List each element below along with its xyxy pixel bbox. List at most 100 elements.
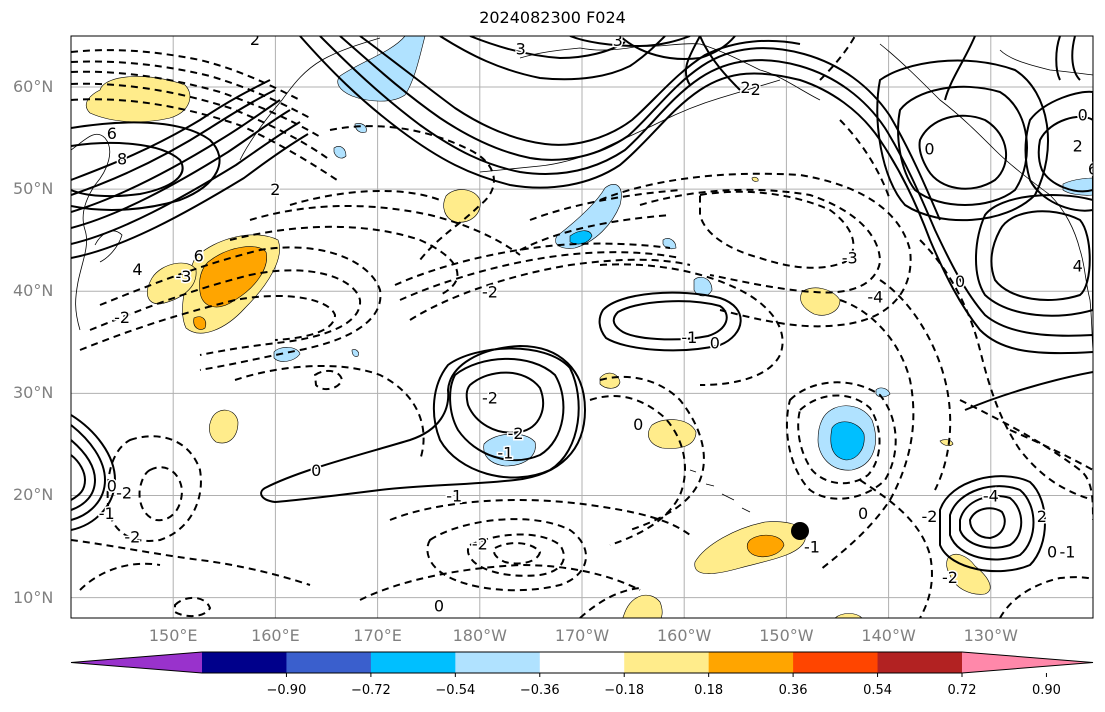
latitude-label: 40°N	[13, 281, 54, 301]
pos-region	[800, 287, 841, 316]
contour-dashed	[71, 60, 311, 119]
longitude-label: 170°E	[353, 626, 402, 645]
neg-region	[337, 36, 426, 102]
pos-region	[751, 176, 759, 182]
contour-solid	[465, 371, 545, 434]
longitude-label: 150°E	[148, 626, 198, 645]
contour-solid	[918, 114, 1008, 190]
contour-solid	[359, 36, 801, 146]
colorbar-extend-min	[71, 652, 202, 673]
neg-region	[351, 349, 359, 357]
contour-label: -4	[867, 287, 883, 306]
neg-region	[333, 146, 347, 159]
contour-label: -2	[482, 388, 498, 407]
colorbar-tick-label: 0.54	[863, 683, 893, 698]
contour-label: 3	[613, 31, 623, 50]
contour-dashed	[138, 466, 184, 522]
contour-solid	[339, 36, 941, 221]
contour-solid	[71, 424, 107, 521]
contour-dashed	[399, 251, 681, 301]
colorbar-tick-label: −0.36	[519, 683, 560, 698]
latitude-label: 10°N	[13, 587, 54, 607]
contour-solid	[684, 36, 701, 86]
contour-label: -1	[1059, 543, 1075, 562]
contour-dashed	[493, 542, 542, 565]
neg-region	[662, 238, 677, 250]
contour-dashed	[174, 596, 212, 618]
contour-label: 0	[107, 476, 117, 495]
contour-dashed	[394, 242, 671, 286]
colorbar-segment	[793, 652, 879, 673]
contour-label: -3	[175, 267, 191, 286]
neg-region	[875, 387, 891, 398]
contour-label: -2	[922, 507, 938, 526]
contour-solid	[260, 344, 587, 504]
shading-negative	[273, 36, 1093, 471]
coastline-kamchatka	[239, 37, 381, 161]
contour-label: 3	[516, 39, 526, 58]
contour-solid	[71, 142, 184, 198]
coastline-aleutians	[479, 79, 781, 173]
contour-label: -3	[842, 249, 858, 268]
contour-label: 0	[1047, 543, 1057, 562]
contour-label: 2	[1073, 136, 1083, 155]
contour-solid	[612, 300, 728, 341]
contour-dashed	[529, 189, 681, 221]
colorbar-tick-label: −0.54	[435, 683, 476, 698]
contour-solid	[990, 210, 1091, 301]
longitude-label: 150°W	[759, 626, 814, 645]
coastline-gulf	[879, 43, 1093, 351]
contour-label: -1	[99, 504, 115, 523]
contour-label: -2	[114, 308, 130, 327]
contour-solid	[71, 89, 276, 196]
colorbar-segment	[455, 652, 541, 673]
shading-positive	[85, 76, 991, 618]
contour-solid	[1055, 36, 1061, 81]
contour-label: -2	[482, 282, 498, 301]
contour-label: -2	[472, 534, 488, 553]
contour-dashed	[859, 479, 933, 618]
latitude-label: 20°N	[13, 485, 54, 505]
contour-label: -2	[508, 424, 524, 443]
contour-solid	[964, 371, 1093, 411]
colorbar-segment	[539, 652, 625, 673]
pos-region	[648, 419, 697, 449]
pos-region	[946, 554, 991, 595]
contour-dashed	[819, 36, 856, 81]
contour-solid	[897, 85, 1028, 206]
contour-solid	[939, 475, 1046, 573]
contour-dashed	[249, 204, 521, 256]
contour-solid	[71, 439, 97, 511]
contour-label: 6	[107, 124, 117, 143]
contour-label: 4	[132, 260, 142, 279]
contour-solid	[619, 36, 736, 60]
coastline-alaska	[519, 43, 821, 101]
contours-negative	[71, 36, 1093, 618]
contour-solid	[569, 36, 691, 48]
contour-dashed	[639, 188, 882, 294]
contour-dashed	[229, 225, 459, 296]
contour-solid	[71, 133, 309, 259]
pos-region	[746, 534, 785, 557]
longitude-label: 170°W	[554, 626, 610, 645]
contour-label: -4	[983, 486, 999, 505]
storm-marker	[791, 522, 809, 540]
colorbar-segment	[877, 652, 963, 673]
contour-dashed	[71, 539, 311, 586]
contour-solid	[699, 36, 741, 91]
colorbar-segment	[624, 652, 710, 673]
contour-dashed	[71, 49, 301, 101]
contour-dashed	[785, 381, 897, 500]
contour-dashed	[959, 399, 1093, 521]
contour-solid	[975, 194, 1093, 317]
contour-label: 0	[858, 504, 868, 523]
contour-dashed	[89, 269, 362, 356]
contour-solid	[959, 495, 1023, 549]
colorbar-tick-label: −0.72	[350, 683, 391, 698]
colorbar-extend-max	[962, 652, 1093, 673]
pos-region	[209, 409, 239, 444]
contour-label: -1	[446, 486, 462, 505]
contour-dashed	[579, 587, 641, 618]
pos-region	[834, 613, 863, 618]
